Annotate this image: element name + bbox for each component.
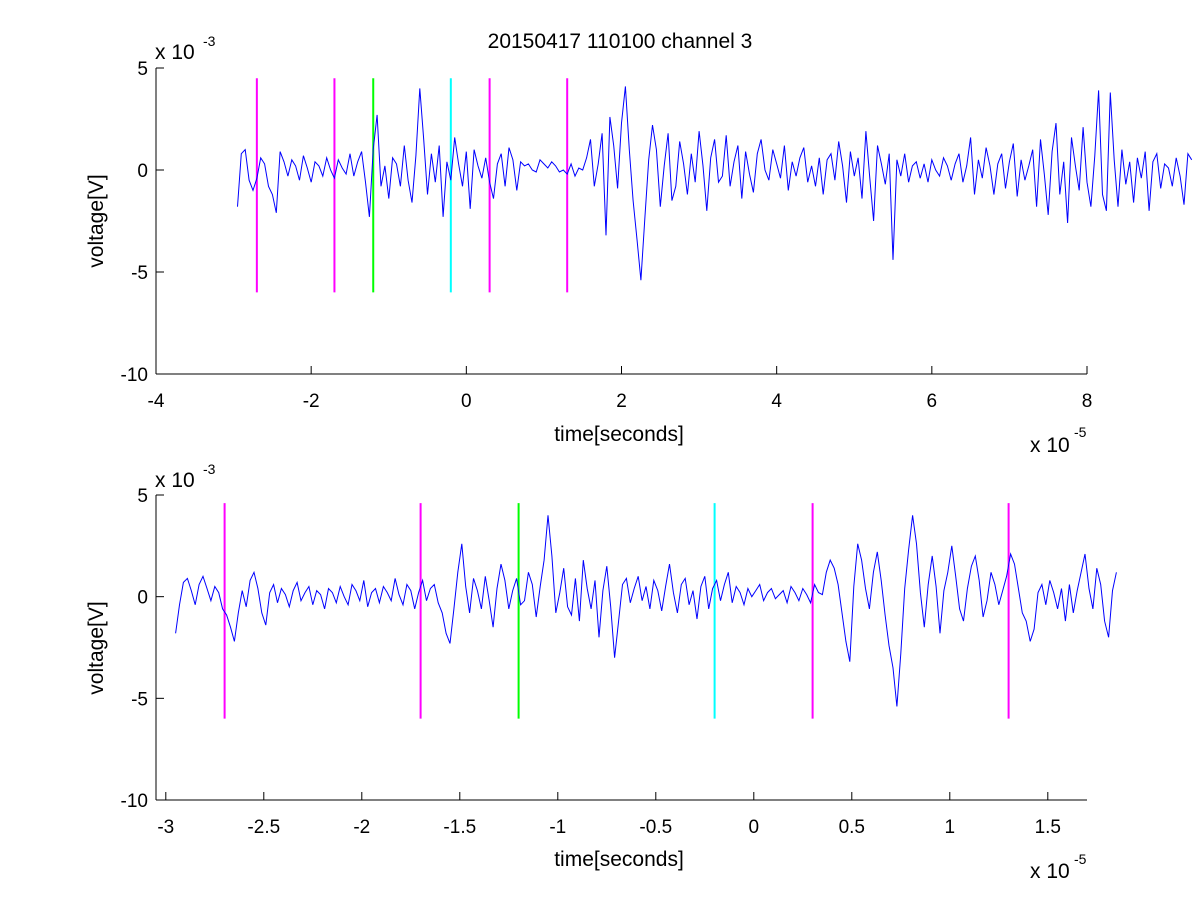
top-plot: -4 -2 0 2 4 6 8 -10 -5 0 5 time[seconds] voltage[… — [85, 33, 1193, 457]
top-x-tick-label: -2 — [303, 391, 320, 412]
bottom-plot: -3 -2.5 -2 -1.5 -1 -0.5 0 0.5 1 1.5 -10 -5 0 5 time[… — [85, 461, 1117, 883]
bottom-x-ticks: -3 -2.5 -2 -1.5 -1 -0.5 0 0.5 1 1.5 — [157, 792, 1061, 838]
top-x-exponent: x 10 -5 — [1030, 424, 1087, 457]
bottom-x-exponent: x 10 -5 — [1030, 851, 1087, 883]
bottom-x-tick-label: -1 — [549, 817, 566, 838]
top-y-tick-label: 0 — [137, 161, 148, 182]
top-y-tick-label: -10 — [121, 365, 148, 386]
bottom-x-tick-label: 0 — [749, 817, 760, 838]
top-y-tick-label: 5 — [137, 59, 148, 80]
bottom-y-exponent-base: x 10 — [155, 469, 195, 492]
bottom-y-tick-label: -10 — [121, 791, 148, 812]
top-x-tick-label: 2 — [616, 391, 627, 412]
top-y-exponent-power: -3 — [203, 33, 216, 49]
figure-title: 20150417 110100 channel 3 — [488, 30, 753, 53]
top-y-tick-label: -5 — [131, 263, 148, 284]
top-x-ticks: -4 -2 0 2 4 6 8 — [148, 366, 1093, 412]
bottom-y-tick-label: 0 — [137, 588, 148, 609]
top-y-axis-label: voltage[V] — [85, 174, 108, 267]
bottom-x-tick-label: 0.5 — [839, 817, 865, 838]
bottom-signal-line — [175, 515, 1117, 707]
top-x-tick-label: 8 — [1082, 391, 1093, 412]
bottom-y-tick-label: -5 — [131, 689, 148, 710]
top-x-axis-label: time[seconds] — [554, 423, 684, 446]
bottom-y-axis-label: voltage[V] — [85, 601, 108, 694]
bottom-x-tick-label: -0.5 — [639, 817, 672, 838]
top-y-exponent-base: x 10 — [155, 41, 195, 64]
bottom-y-exponent-power: -3 — [203, 461, 216, 477]
top-x-exponent-base: x 10 — [1030, 434, 1070, 457]
bottom-x-tick-label: 1.5 — [1035, 817, 1061, 838]
bottom-x-tick-label: -1.5 — [443, 817, 476, 838]
bottom-x-tick-label: -2 — [353, 817, 370, 838]
bottom-x-tick-label: -2.5 — [247, 817, 280, 838]
top-x-exponent-power: -5 — [1074, 424, 1087, 440]
bottom-x-exponent-base: x 10 — [1030, 860, 1070, 883]
top-x-tick-label: -4 — [148, 391, 165, 412]
top-event-markers — [255, 78, 569, 293]
bottom-event-markers — [223, 503, 1010, 719]
top-y-exponent: x 10 -3 — [155, 33, 216, 64]
top-x-tick-label: 6 — [927, 391, 938, 412]
bottom-x-axis-label: time[seconds] — [554, 848, 684, 871]
bottom-x-tick-label: 1 — [945, 817, 956, 838]
bottom-x-exponent-power: -5 — [1074, 851, 1087, 867]
bottom-y-ticks: -10 -5 0 5 — [121, 486, 164, 812]
top-y-ticks: -10 -5 0 5 — [121, 59, 164, 386]
bottom-y-tick-label: 5 — [137, 486, 148, 507]
bottom-y-exponent: x 10 -3 — [155, 461, 216, 492]
top-x-tick-label: 0 — [461, 391, 472, 412]
top-signal-line — [237, 86, 1193, 281]
bottom-axes-frame — [155, 495, 1087, 801]
bottom-x-tick-label: -3 — [157, 817, 174, 838]
top-x-tick-label: 4 — [771, 391, 782, 412]
